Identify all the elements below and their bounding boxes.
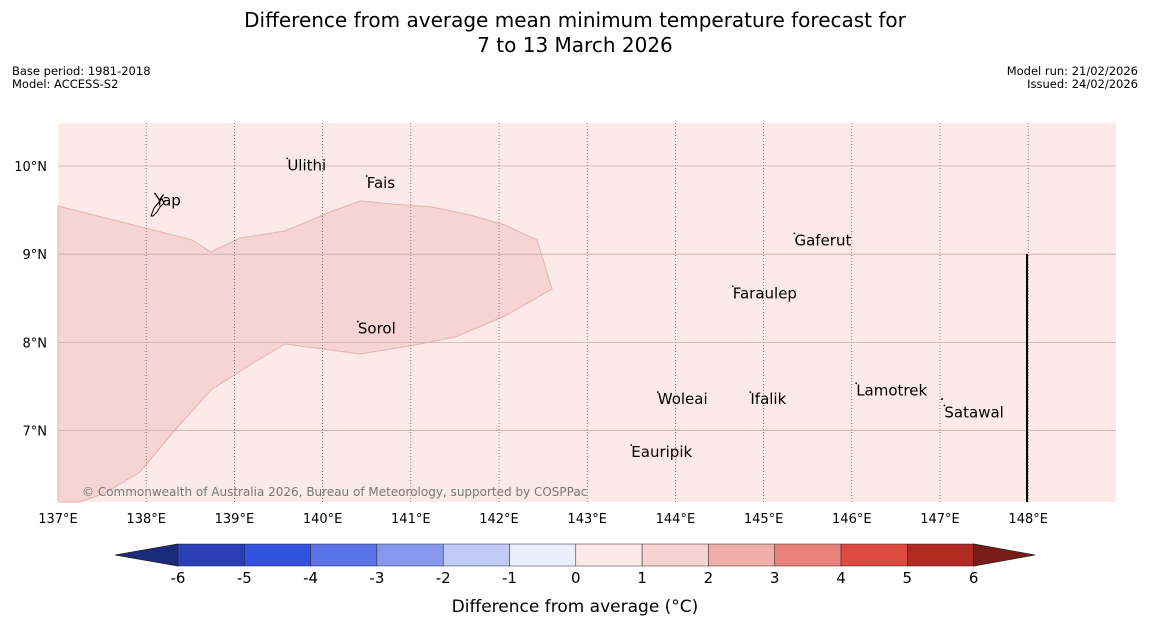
place-dot: [731, 285, 734, 288]
anomaly-region: [57, 200, 553, 503]
colorbar-extend-high: [973, 543, 1036, 567]
colorbar-bin: [442, 543, 510, 567]
map-title: Difference from average mean minimum tem…: [0, 8, 1150, 58]
longitude-label: 138°E: [126, 512, 166, 527]
colorbar-extend-low: [114, 543, 179, 567]
place-dot: [749, 391, 752, 394]
place-dot: [793, 232, 796, 235]
longitude-axis: 137°E 138°E 139°E 140°E 141°E 142°E 143°E 144°E…: [38, 512, 1048, 527]
colorbar-tick: 4: [836, 569, 846, 587]
longitude-label: 143°E: [567, 512, 607, 527]
latitude-label: 8°N: [23, 336, 48, 351]
colorbar-bin: [310, 543, 378, 567]
colorbar-tick: 1: [637, 569, 647, 587]
colorbar-tick: -5: [237, 569, 252, 587]
place-dot: [154, 192, 156, 195]
colorbar-bin: [708, 543, 775, 567]
copyright-note: © Commonwealth of Australia 2026, Bureau…: [82, 485, 587, 499]
colorbar-bin: [840, 543, 908, 567]
place-dot: [356, 320, 359, 323]
place-label-woleai: Woleai: [658, 390, 708, 408]
colorbar-bin: [774, 543, 842, 567]
gridlines: [58, 123, 1116, 502]
base-period: Base period: 1981-2018: [12, 64, 151, 78]
longitude-label: 142°E: [479, 512, 519, 527]
model-name: Model: ACCESS-S2: [12, 77, 119, 91]
latitude-axis: 10°N 9°N 8°N 7°N: [14, 160, 47, 440]
colorbar-tick: -1: [502, 569, 517, 587]
map-title-line-2: 7 to 13 March 2026: [477, 33, 673, 57]
colorbar-tick: -3: [369, 569, 384, 587]
place-label-ifalik: Ifalik: [750, 390, 786, 408]
colorbar-bin: [177, 543, 245, 567]
colorbar-tick: -6: [171, 569, 186, 587]
longitude-label: 146°E: [832, 512, 872, 527]
latitude-label: 9°N: [23, 248, 48, 263]
meta-left: Base period: 1981-2018 Model: ACCESS-S2: [12, 65, 151, 91]
longitude-label: 148°E: [1008, 512, 1048, 527]
colorbar-bin: [575, 543, 643, 567]
colorbar: -6 -5 -4 -3 -2 -1 0 1 2 3 4 5 6: [114, 543, 1036, 587]
longitude-label: 140°E: [303, 512, 343, 527]
place-labels: Yap Ulithi Fais Gaferut Faraulep Sorol Lamotre…: [154, 156, 1004, 461]
place-dot: [943, 404, 946, 407]
place-label-lamotrek: Lamotrek: [856, 381, 927, 399]
colorbar-bin: [641, 543, 709, 567]
place-label-eauripik: Eauripik: [631, 443, 692, 461]
place-dot: [630, 444, 633, 446]
longitude-label: 137°E: [38, 512, 78, 527]
colorbar-tick: -4: [303, 569, 318, 587]
colorbar-bin: [907, 543, 974, 567]
longitude-label: 147°E: [920, 512, 960, 527]
colorbar-bin: [244, 543, 311, 567]
colorbar-tick: -2: [436, 569, 451, 587]
island-dot: [941, 398, 943, 400]
colorbar-tick: 5: [903, 569, 913, 587]
colorbar-tick: 2: [704, 569, 714, 587]
place-label-satawal: Satawal: [944, 403, 1003, 421]
longitude-label: 144°E: [656, 512, 696, 527]
longitude-label: 145°E: [744, 512, 784, 527]
meta-right: Model run: 21/02/2026 Issued: 24/02/2026: [1007, 65, 1138, 91]
map-title-line-1: Difference from average mean minimum tem…: [244, 8, 906, 32]
place-label-fais: Fais: [367, 174, 396, 192]
place-dot: [365, 175, 368, 177]
longitude-label: 141°E: [391, 512, 431, 527]
place-dot: [656, 391, 659, 394]
longitude-label: 139°E: [215, 512, 255, 527]
colorbar-tick: 3: [770, 569, 780, 587]
colorbar-label: Difference from average (°C): [452, 597, 699, 617]
yap-island-outline: [150, 198, 165, 217]
issued-date: Issued: 24/02/2026: [1027, 77, 1138, 91]
place-label-ulithi: Ulithi: [287, 156, 326, 174]
place-label-gaferut: Gaferut: [794, 231, 851, 249]
latitude-label: 10°N: [14, 160, 47, 175]
colorbar-tick: 6: [969, 569, 979, 587]
model-run: Model run: 21/02/2026: [1006, 64, 1138, 78]
place-label-yap: Yap: [154, 192, 181, 210]
colorbar-bin: [376, 543, 444, 567]
colorbar-bin: [509, 543, 577, 567]
place-label-sorol: Sorol: [358, 320, 396, 338]
latitude-label: 7°N: [23, 425, 48, 440]
place-dot: [286, 157, 289, 160]
place-label-faraulep: Faraulep: [733, 284, 797, 302]
place-dot: [855, 382, 858, 385]
colorbar-tick: 0: [571, 569, 581, 587]
